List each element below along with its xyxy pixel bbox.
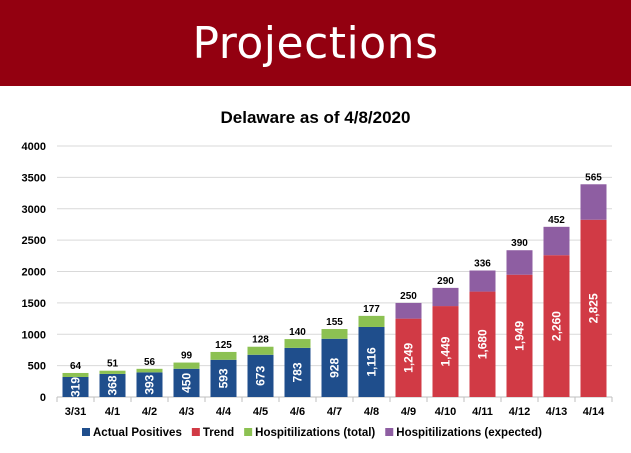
- bar-total-label: 56: [144, 357, 156, 368]
- bar-actual-positives: [210, 359, 237, 397]
- bar-value-label: 1,249: [402, 342, 416, 372]
- bar-total-label: 125: [215, 340, 232, 351]
- bar-hospitilizations-expected: [543, 226, 570, 256]
- bar-value-label: 1,116: [365, 347, 379, 377]
- x-tick-label: 4/10: [435, 406, 456, 418]
- bar-value-label: 783: [291, 362, 305, 382]
- bar-hospitilizations-total: [99, 370, 126, 374]
- bar-hospitilizations-expected: [506, 250, 533, 275]
- header-banner: Projections: [0, 0, 631, 86]
- bar-total-label: 155: [326, 317, 343, 328]
- x-tick-label: 4/6: [290, 406, 305, 418]
- bar-trend: [395, 318, 422, 397]
- bar-value-label: 928: [328, 358, 342, 378]
- bar-hospitilizations-expected: [395, 302, 422, 319]
- bar-actual-positives: [136, 372, 163, 397]
- legend-label: Actual Positives: [93, 427, 182, 439]
- x-tick-label: 4/12: [509, 406, 530, 418]
- bar-actual-positives: [284, 347, 311, 397]
- legend-swatch: [82, 428, 90, 436]
- bar-hospitilizations-total: [173, 362, 200, 369]
- bar-actual-positives: [247, 354, 274, 397]
- x-tick-label: 4/13: [546, 406, 567, 418]
- x-tick-label: 4/4: [216, 406, 232, 418]
- bar-value-label: 2,825: [587, 293, 601, 323]
- bar-total-label: 336: [474, 258, 491, 269]
- bar-value-label: 393: [143, 374, 157, 394]
- legend-swatch: [385, 428, 394, 436]
- bar-trend: [506, 274, 533, 397]
- x-tick-label: 3/31: [65, 406, 86, 418]
- bar-value-label: 2,260: [550, 311, 564, 341]
- bar-actual-positives: [321, 338, 348, 397]
- x-tick-label: 4/14: [583, 406, 605, 418]
- bar-total-label: 140: [289, 327, 306, 338]
- legend-swatch: [244, 428, 253, 436]
- y-tick-label: 3000: [22, 204, 46, 216]
- legend-label: Trend: [203, 427, 234, 439]
- bar-hospitilizations-total: [358, 315, 385, 327]
- bar-hospitilizations-total: [210, 351, 237, 360]
- legend-label: Hospitilizations (total): [255, 427, 375, 439]
- bar-value-label: 673: [254, 366, 268, 386]
- bar-trend: [432, 306, 459, 397]
- legend-label: Hospitilizations (expected): [396, 427, 542, 439]
- x-tick-label: 4/7: [327, 406, 342, 418]
- y-tick-label: 500: [28, 361, 46, 373]
- bar-hospitilizations-expected: [580, 184, 607, 220]
- chart-title: Delaware as of 4/8/2020: [220, 108, 411, 127]
- y-tick-label: 1500: [22, 298, 46, 310]
- bar-hospitilizations-total: [136, 368, 163, 373]
- y-tick-label: 1000: [22, 329, 46, 341]
- bar-total-label: 64: [70, 361, 82, 372]
- bar-hospitilizations-total: [321, 329, 348, 339]
- y-tick-label: 0: [40, 392, 46, 404]
- x-tick-label: 4/11: [472, 406, 493, 418]
- bar-total-label: 565: [585, 172, 602, 183]
- bar-trend: [469, 291, 496, 397]
- y-tick-label: 2000: [22, 267, 46, 279]
- bar-hospitilizations-total: [284, 339, 311, 348]
- bar-actual-positives: [62, 376, 89, 397]
- bar-hospitilizations-total: [247, 346, 274, 355]
- bar-value-label: 450: [180, 373, 194, 393]
- bar-total-label: 177: [363, 304, 380, 315]
- bar-hospitilizations-total: [62, 372, 89, 377]
- x-tick-label: 4/2: [142, 406, 157, 418]
- bar-total-label: 452: [548, 215, 565, 226]
- bar-value-label: 319: [69, 377, 83, 397]
- bar-trend: [580, 219, 607, 397]
- bar-value-label: 593: [217, 368, 231, 388]
- bar-total-label: 128: [252, 335, 269, 346]
- page-title: Projections: [192, 17, 439, 69]
- bar-value-label: 1,949: [513, 321, 527, 351]
- bar-value-label: 368: [106, 375, 120, 395]
- y-tick-label: 4000: [22, 141, 46, 153]
- bar-actual-positives: [99, 373, 126, 397]
- y-tick-label: 3500: [22, 172, 46, 184]
- x-tick-label: 4/9: [401, 406, 416, 418]
- x-tick-label: 4/5: [253, 406, 268, 418]
- x-tick-label: 4/3: [179, 406, 194, 418]
- bar-hospitilizations-expected: [469, 270, 496, 292]
- bar-value-label: 1,449: [439, 336, 453, 366]
- bar-hospitilizations-expected: [432, 287, 459, 307]
- bar-total-label: 390: [511, 238, 528, 249]
- bar-value-label: 1,680: [476, 329, 490, 359]
- y-tick-label: 2500: [22, 235, 46, 247]
- bar-trend: [543, 255, 570, 397]
- bar-actual-positives: [173, 368, 200, 397]
- x-tick-label: 4/8: [364, 406, 379, 418]
- bar-total-label: 290: [437, 276, 454, 287]
- bar-total-label: 99: [181, 351, 193, 362]
- bar-total-label: 51: [107, 359, 119, 370]
- x-tick-label: 4/1: [105, 406, 120, 418]
- legend-swatch: [191, 428, 200, 436]
- bar-total-label: 250: [400, 291, 417, 302]
- bar-actual-positives: [358, 326, 385, 397]
